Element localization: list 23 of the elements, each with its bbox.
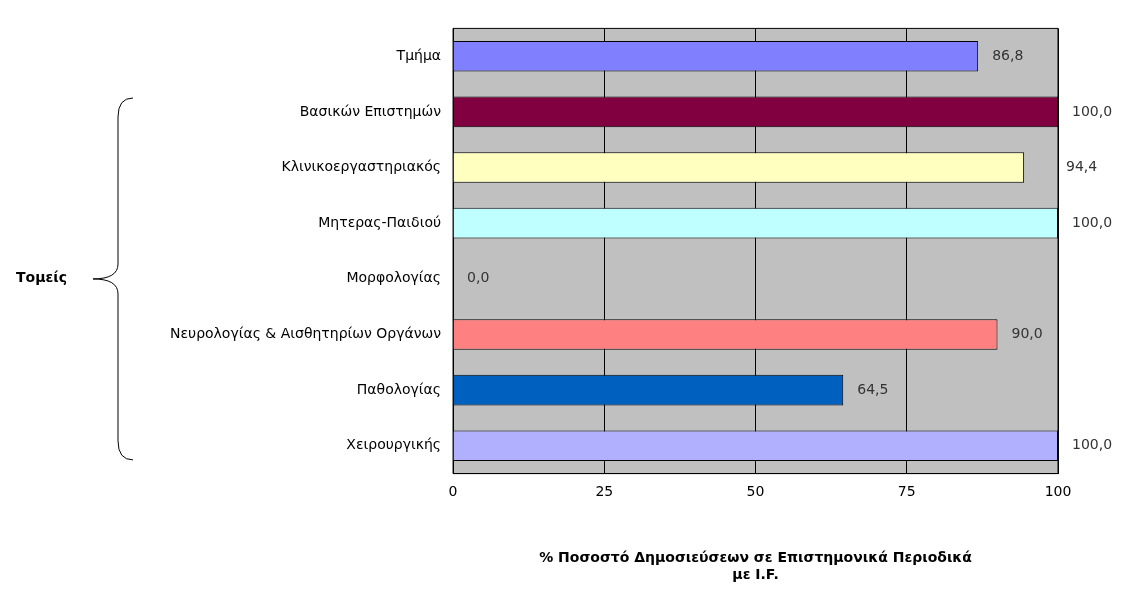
x-tick-label: 50 (746, 482, 765, 499)
y-tick-label: Τμήμα (395, 46, 442, 63)
x-tick-label: 0 (448, 482, 458, 499)
y-tick-label: Νευρολογίας & Αισθητηρίων Οργάνων (170, 325, 442, 342)
x-tick-label: 100 (1044, 482, 1072, 499)
x-tick-label: 75 (897, 482, 916, 499)
data-label: 0,0 (467, 269, 490, 286)
data-label: 90,0 (1011, 325, 1043, 342)
data-label: 100,0 (1072, 102, 1113, 119)
y-tick-label: Κλινικοεργαστηριακός (281, 158, 442, 175)
data-label: 94,4 (1066, 158, 1098, 175)
data-label: 86,8 (992, 46, 1024, 63)
data-label: 100,0 (1072, 436, 1113, 453)
y-tick-label: Μητερας-Παιδιού (318, 213, 442, 230)
data-label: 100,0 (1072, 213, 1113, 230)
data-label: 64,5 (857, 380, 889, 397)
x-tick-label: 25 (595, 482, 614, 499)
y-tick-label: Χειρουργικής (346, 436, 442, 453)
text: Τομείς (16, 268, 68, 285)
y-tick-label: Παθολογίας (356, 380, 442, 397)
y-tick-label: Μορφολογίας (346, 269, 442, 286)
y-tick-label: Βασικών Επιστημών (299, 102, 442, 119)
x-axis-title: % Ποσοστό Δημοσιεύσεων σε Επιστημονικά Περιοδικά με I.F. (539, 549, 973, 583)
